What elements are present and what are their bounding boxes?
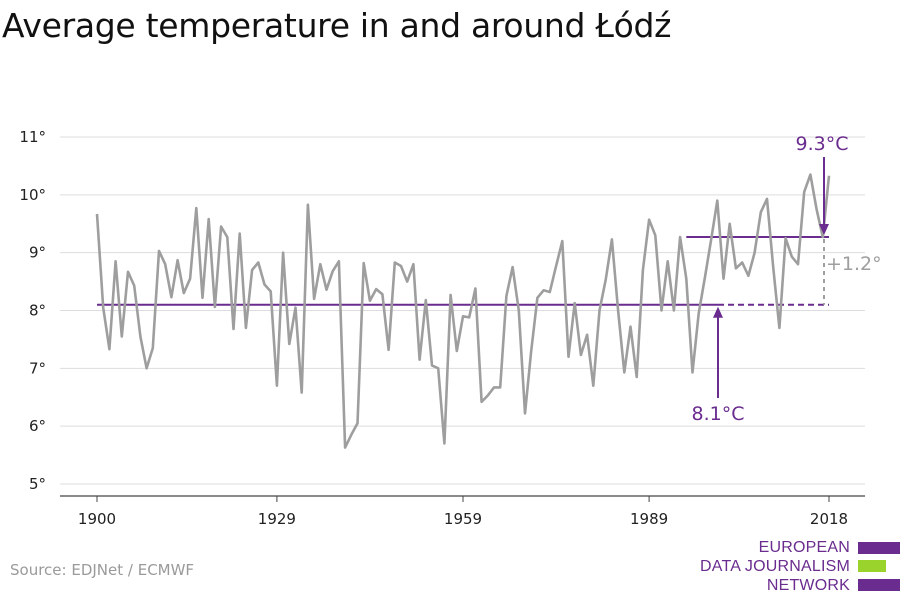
chart-title: Average temperature in and around Łódź — [2, 6, 672, 45]
arrow-9-3-head — [819, 224, 829, 236]
logo-bar-purple-bottom — [858, 579, 900, 591]
annotation-8-1: 8.1°C — [692, 403, 745, 425]
y-tick-label: 8° — [29, 302, 46, 320]
y-tick-label: 7° — [29, 359, 46, 377]
axes: 5° 6° 7° 8° 9° 10° 11° 1900 1929 1959 1989 2018 — [19, 128, 865, 528]
y-tick-label: 5° — [29, 475, 46, 493]
logo-line-network: NETWORK — [766, 577, 850, 594]
x-tick-label: 2018 — [810, 510, 848, 528]
x-tick-label: 1959 — [444, 510, 482, 528]
source-credit: Source: EDJNet / ECMWF — [10, 561, 195, 579]
logo-bar-purple-top — [858, 542, 900, 554]
y-tick-label: 10° — [19, 186, 46, 204]
x-tick-label: 1929 — [258, 510, 296, 528]
temperature-series-line — [95, 173, 831, 449]
y-tick-label: 9° — [29, 244, 46, 262]
annotation-9-3: 9.3°C — [796, 133, 849, 155]
gridlines — [60, 136, 865, 485]
logo-bar-green — [858, 560, 886, 572]
edjnet-logo[interactable]: EUROPEAN DATA JOURNALISM NETWORK — [700, 538, 900, 598]
logo-line-data-journalism: DATA JOURNALISM — [700, 558, 850, 575]
arrow-8-1-head — [713, 306, 723, 318]
annotations: 9.3°C 8.1°C +1.2° — [692, 133, 882, 425]
annotation-difference: +1.2° — [826, 253, 882, 275]
x-tick-label: 1989 — [630, 510, 668, 528]
y-tick-label: 11° — [19, 128, 46, 146]
logo-line-european: EUROPEAN — [758, 539, 850, 556]
y-tick-label: 6° — [29, 417, 46, 435]
x-tick-label: 1900 — [78, 510, 116, 528]
series-layer — [95, 173, 831, 449]
